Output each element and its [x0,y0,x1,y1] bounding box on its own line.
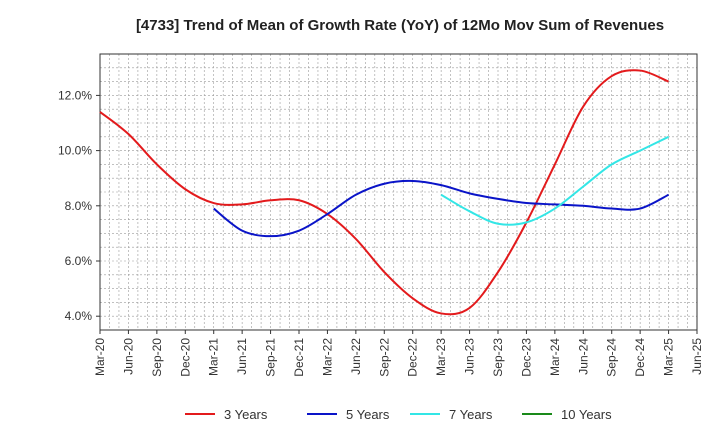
x-tick-label: Jun-23 [463,338,477,375]
chart-title: [4733] Trend of Mean of Growth Rate (YoY… [136,17,664,34]
y-tick-label: 6.0% [65,254,93,268]
x-tick-label: Sep-21 [264,338,278,377]
x-tick-label: Sep-22 [377,338,391,377]
x-tick-label: Sep-24 [605,338,619,377]
x-tick-label: Mar-23 [434,338,448,376]
x-tick-label: Jun-22 [349,338,363,375]
series-line-5-years [213,179,670,238]
x-tick-label: Sep-23 [491,338,505,377]
x-tick-label: Jun-20 [121,338,135,375]
x-tick-label: Jun-21 [235,338,249,375]
x-tick-label: Mar-21 [207,338,221,376]
grid [100,54,697,330]
y-tick-label: 8.0% [65,199,93,213]
legend-label-10-years: 10 Years [561,407,612,422]
y-tick-label: 10.0% [58,144,92,158]
x-tick-label: Mar-20 [93,338,107,376]
x-tick-label: Dec-24 [633,338,647,377]
series-lines [99,69,670,316]
y-axis-ticks: 4.0% 6.0% 8.0% 10.0% 12.0% [58,88,100,323]
legend-label-7-years: 7 Years [449,407,493,422]
x-tick-label: Dec-21 [292,338,306,377]
series-line-3-years [99,69,669,316]
x-tick-label: Dec-20 [178,338,192,377]
plot-frame [99,53,698,331]
legend-label-3-years: 3 Years [224,407,268,422]
series-line-7-years [440,135,670,226]
x-tick-label: Jun-25 [690,338,704,375]
x-tick-label: Dec-22 [406,338,420,377]
x-tick-label: Mar-25 [662,338,676,376]
x-tick-label: Mar-24 [548,338,562,376]
x-tick-label: Sep-20 [150,338,164,377]
legend: 3 Years 5 Years 7 Years 10 Years [185,407,612,422]
legend-label-5-years: 5 Years [346,407,390,422]
y-tick-label: 12.0% [58,88,92,102]
x-axis-ticks: Mar-20 Jun-20 Sep-20 Dec-20 Mar-21 Jun-21 Sep-… [93,330,704,377]
x-tick-label: Jun-24 [576,338,590,375]
y-tick-label: 4.0% [65,309,93,323]
x-tick-label: Mar-22 [320,338,334,376]
x-tick-label: Dec-23 [519,338,533,377]
